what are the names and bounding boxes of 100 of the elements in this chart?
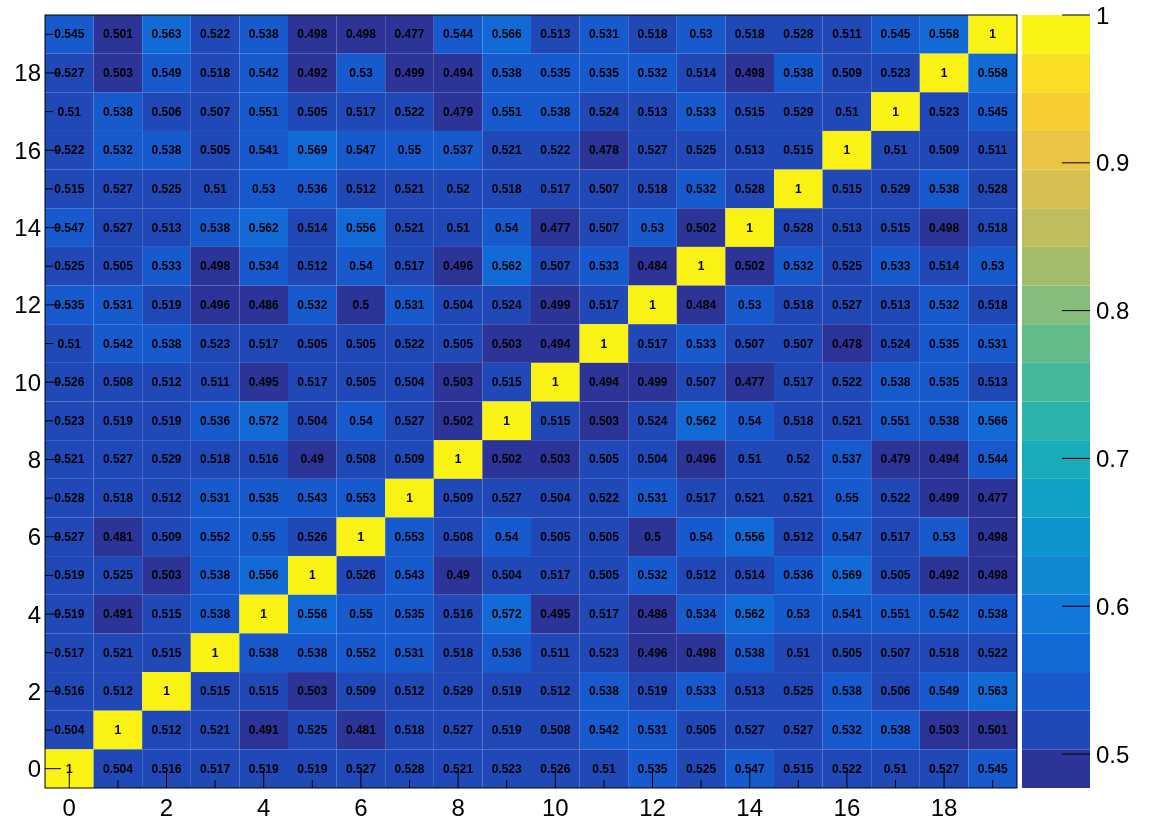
data-label: 0.51 — [883, 143, 908, 158]
data-label: 1 — [406, 491, 414, 506]
data-label: 0.538 — [880, 723, 911, 738]
data-label: 0.498 — [929, 220, 960, 235]
data-label: 0.521 — [831, 413, 863, 428]
data-label: 0.495 — [248, 375, 280, 390]
data-label: 0.505 — [588, 568, 620, 583]
data-label: 0.535 — [929, 375, 960, 390]
data-label: 0.517 — [297, 375, 328, 390]
data-label: 0.538 — [880, 375, 911, 390]
data-label: 0.515 — [831, 181, 863, 196]
data-label: 0.504 — [54, 723, 85, 738]
data-label: 1 — [454, 452, 462, 467]
data-label: 0.532 — [102, 143, 134, 158]
data-label: 0.53 — [738, 297, 762, 312]
data-label: 0.538 — [200, 220, 231, 235]
data-label: 1 — [65, 761, 73, 776]
data-label: 0.505 — [297, 104, 328, 119]
data-label: 0.538 — [200, 568, 231, 583]
data-label: 0.519 — [151, 413, 182, 428]
data-label: 0.521 — [54, 452, 85, 467]
data-label: 0.529 — [783, 104, 814, 119]
data-label: 0.562 — [491, 259, 523, 274]
data-label: 0.484 — [637, 259, 668, 274]
data-label: 0.519 — [248, 761, 280, 776]
data-label: 0.513 — [637, 104, 668, 119]
data-label: 0.504 — [491, 568, 523, 583]
data-label: 1 — [697, 259, 705, 274]
data-label: 0.518 — [200, 65, 231, 80]
data-label: 0.517 — [783, 375, 814, 390]
data-label: 0.498 — [345, 27, 377, 42]
data-label: 0.527 — [443, 723, 474, 738]
data-label: 0.545 — [54, 27, 85, 42]
color-bar-label: 0.5 — [1096, 740, 1130, 768]
data-label: 0.538 — [200, 607, 231, 622]
data-label: 0.527 — [929, 761, 960, 776]
data-label: 0.535 — [588, 65, 620, 80]
data-label: 0.528 — [783, 220, 814, 235]
data-label: 0.498 — [977, 568, 1009, 583]
data-label: 0.522 — [200, 27, 231, 42]
data-label: 0.496 — [686, 452, 717, 467]
x-tick-label: 18 — [930, 794, 958, 821]
data-label: 0.538 — [102, 104, 134, 119]
data-label: 0.52 — [446, 181, 471, 196]
data-label: 0.496 — [637, 645, 668, 660]
data-label: 0.477 — [734, 375, 766, 390]
data-label: 0.538 — [734, 645, 766, 660]
data-label: 0.502 — [443, 413, 474, 428]
data-label: 0.515 — [783, 761, 814, 776]
data-label: 0.525 — [831, 259, 863, 274]
data-label: 0.505 — [686, 723, 717, 738]
data-label: 0.503 — [540, 452, 571, 467]
data-label: 0.572 — [491, 607, 523, 622]
data-label: 0.486 — [637, 607, 668, 622]
data-label: 0.538 — [151, 336, 182, 351]
data-label: 0.498 — [734, 65, 766, 80]
x-tick-label: 4 — [257, 794, 271, 821]
data-label: 0.478 — [588, 143, 620, 158]
data-label: 0.533 — [151, 259, 182, 274]
data-label: 0.51 — [203, 181, 228, 196]
data-label: 1 — [794, 181, 802, 196]
data-label: 0.504 — [443, 297, 474, 312]
data-label: 0.551 — [880, 413, 911, 428]
data-label: 0.533 — [686, 684, 717, 699]
data-label: 0.526 — [54, 375, 85, 390]
data-label: 0.544 — [443, 27, 474, 42]
data-label: 0.53 — [981, 259, 1005, 274]
data-label: 0.519 — [54, 568, 85, 583]
data-label: 0.517 — [394, 259, 425, 274]
data-label: 0.504 — [637, 452, 668, 467]
y-tick-label: 6 — [27, 523, 41, 551]
data-label: 0.498 — [297, 27, 328, 42]
data-label: 0.498 — [977, 529, 1009, 544]
data-label: 0.533 — [588, 259, 620, 274]
data-label: 0.51 — [738, 452, 762, 467]
data-label: 0.518 — [783, 297, 814, 312]
data-label: 0.507 — [880, 645, 911, 660]
data-label: 0.54 — [349, 413, 373, 428]
data-label: 0.522 — [831, 375, 863, 390]
data-label: 0.49 — [300, 452, 325, 467]
data-label: 0.494 — [540, 336, 571, 351]
y-tick-label: 12 — [14, 291, 41, 319]
data-label: 0.516 — [248, 452, 280, 467]
data-label: 0.518 — [102, 491, 134, 506]
data-label: 0.54 — [495, 529, 519, 544]
data-label: 0.533 — [880, 259, 911, 274]
data-label: 0.531 — [588, 27, 620, 42]
data-label: 0.5 — [352, 297, 370, 312]
data-label: 0.531 — [637, 491, 668, 506]
data-label: 1 — [600, 336, 608, 351]
data-label: 0.514 — [734, 568, 766, 583]
data-label: 0.509 — [831, 65, 863, 80]
data-label: 1 — [308, 568, 316, 583]
data-label: 0.492 — [929, 568, 960, 583]
data-label: 0.538 — [151, 143, 182, 158]
data-label: 0.519 — [102, 413, 134, 428]
data-label: 0.504 — [394, 375, 425, 390]
data-label: 0.514 — [297, 220, 328, 235]
data-label: 0.538 — [491, 65, 523, 80]
data-label: 0.527 — [394, 413, 425, 428]
